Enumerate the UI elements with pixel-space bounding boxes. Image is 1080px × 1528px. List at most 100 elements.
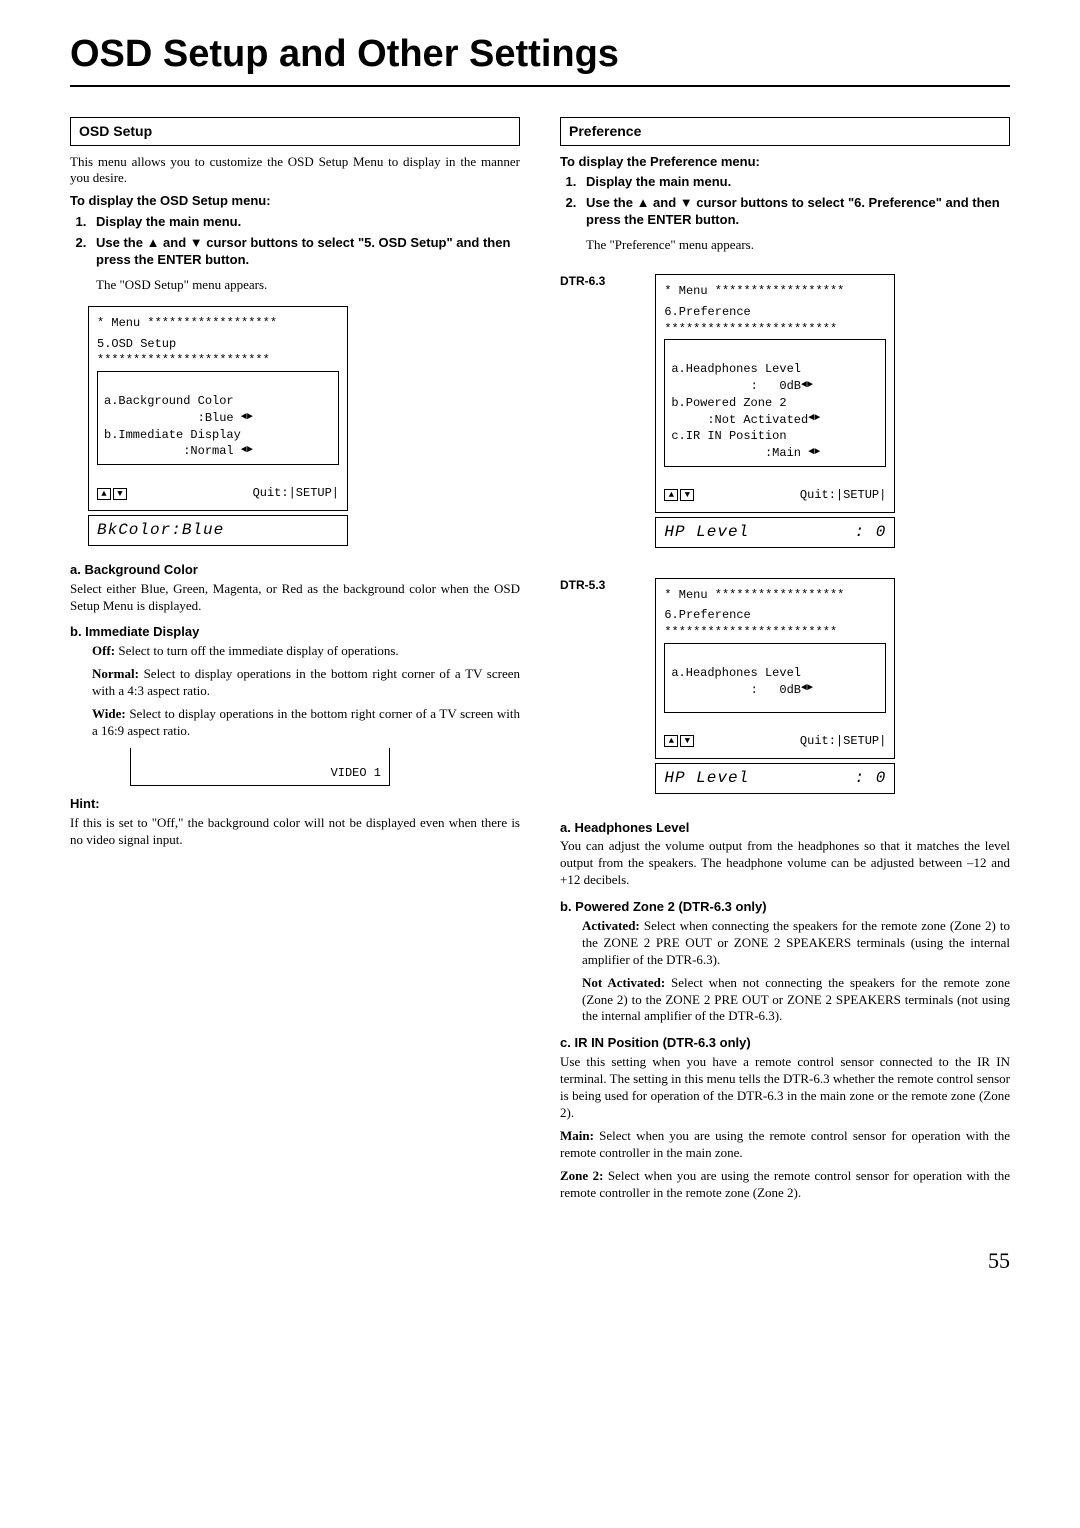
step-2: Use the ▲ and ▼ cursor buttons to select… <box>90 235 520 269</box>
subheading-display-osd: To display the OSD Setup menu: <box>70 193 520 210</box>
video-label: VIDEO 1 <box>130 762 390 787</box>
segment-display-hp63: HP Level : 0 <box>655 517 895 548</box>
left-right-icon: ◄► <box>241 411 253 425</box>
opt-notactivated-label: Not Activated: <box>582 975 665 990</box>
section-header-preference: Preference <box>560 117 1010 145</box>
steps-list-pref: Display the main menu. Use the ▲ and ▼ c… <box>560 174 1010 229</box>
opt-normal-label: Normal: <box>92 666 139 681</box>
dtr-63-label: DTR-6.3 <box>560 274 605 290</box>
osd-screen-6-dtr63: * Menu ****************** 6.Preference *… <box>655 274 895 513</box>
osd-screen-5: * Menu ****************** 5.OSD Setup **… <box>88 306 348 511</box>
opt-activated-label: Activated: <box>582 918 640 933</box>
osd-menu-title: 5.OSD Setup <box>97 337 176 351</box>
steps-list: Display the main menu. Use the ▲ and ▼ c… <box>70 214 520 269</box>
opt-activated: Activated: Select when connecting the sp… <box>582 918 1010 969</box>
page-number: 55 <box>70 1247 1010 1276</box>
heading-b-poweredzone: b. Powered Zone 2 (DTR-6.3 only) <box>560 899 1010 916</box>
dtr-53-label: DTR-5.3 <box>560 578 605 594</box>
heading-a-bgcolor: a. Background Color <box>70 562 520 579</box>
quit-label: Quit:|SETUP| <box>253 485 339 502</box>
osd-line-b: b.Powered Zone 2 <box>671 396 786 410</box>
updown-arrows-icon: ▲▼ <box>97 488 127 500</box>
osd-inner-box: a.Headphones Level : 0dB◄► <box>664 643 886 713</box>
opt-off-label: Off: <box>92 643 115 658</box>
step-1: Display the main menu. <box>90 214 520 231</box>
opt-normal-text: Select to display operations in the bott… <box>92 666 520 698</box>
osd-line-a-val: :Blue <box>198 411 234 425</box>
opt-main-label: Main: <box>560 1128 594 1143</box>
heading-a-hplevel: a. Headphones Level <box>560 820 1010 837</box>
osd-stars: ************************ <box>664 322 837 336</box>
opt-wide-text: Select to display operations in the bott… <box>92 706 520 738</box>
pref-step-2: Use the ▲ and ▼ cursor buttons to select… <box>580 195 1010 229</box>
osd-menu-title: 6.Preference <box>664 305 750 319</box>
osd-line-b-val: :Normal <box>183 444 233 458</box>
subheading-display-pref: To display the Preference menu: <box>560 154 1010 171</box>
after-steps-text: The "OSD Setup" menu appears. <box>96 277 520 294</box>
seg-left: BkColor:Blue <box>97 520 224 541</box>
osd-menu-title: 6.Preference <box>664 608 750 622</box>
updown-arrows-icon: ▲▼ <box>664 489 694 501</box>
opt-zone2-text: Select when you are using the remote con… <box>560 1168 1010 1200</box>
body-c-irin: Use this setting when you have a remote … <box>560 1054 1010 1122</box>
hint-heading: Hint: <box>70 796 520 813</box>
osd-stars: ************************ <box>664 625 837 639</box>
osd-line-a-val: : 0dB <box>751 379 801 393</box>
osd-line-b-val: :Not Activated <box>707 413 808 427</box>
osd-line-a: a.Background Color <box>104 394 234 408</box>
opt-main: Main: Select when you are using the remo… <box>560 1128 1010 1162</box>
left-right-icon: ◄► <box>801 682 813 696</box>
opt-notactivated: Not Activated: Select when not connectin… <box>582 975 1010 1026</box>
two-column-layout: OSD Setup This menu allows you to custom… <box>70 117 1010 1207</box>
opt-main-text: Select when you are using the remote con… <box>560 1128 1010 1160</box>
osd-menu-star: * Menu ****************** <box>97 315 339 332</box>
seg-right: : 0 <box>855 768 887 789</box>
osd-line-c-val: :Main <box>765 446 801 460</box>
left-right-icon: ◄► <box>808 412 820 426</box>
opt-wide: Wide: Select to display operations in th… <box>92 706 520 740</box>
opt-off-text: Select to turn off the immediate display… <box>115 643 399 658</box>
opt-zone2-label: Zone 2: <box>560 1168 603 1183</box>
osd-line-a-val: : 0dB <box>751 683 801 697</box>
left-column: OSD Setup This menu allows you to custom… <box>70 117 520 1207</box>
osd-inner-box: a.Headphones Level : 0dB◄► b.Powered Zon… <box>664 339 886 467</box>
after-steps-pref: The "Preference" menu appears. <box>586 237 1010 254</box>
opt-zone2: Zone 2: Select when you are using the re… <box>560 1168 1010 1202</box>
osd-line-b: b.Immediate Display <box>104 428 241 442</box>
left-right-icon: ◄► <box>808 446 820 460</box>
seg-left: HP Level <box>664 522 749 543</box>
video-preview-box: VIDEO 1 <box>130 748 390 787</box>
right-column: Preference To display the Preference men… <box>560 117 1010 1207</box>
segment-display-hp53: HP Level : 0 <box>655 763 895 794</box>
heading-c-irin: c. IR IN Position (DTR-6.3 only) <box>560 1035 1010 1052</box>
dtr-53-row: DTR-5.3 * Menu ****************** 6.Pref… <box>560 570 1010 810</box>
osd-line-a: a.Headphones Level <box>671 666 801 680</box>
page-title: OSD Setup and Other Settings <box>70 30 1010 87</box>
seg-right: : 0 <box>855 522 887 543</box>
body-a-bgcolor: Select either Blue, Green, Magenta, or R… <box>70 581 520 615</box>
opt-off: Off: Select to turn off the immediate di… <box>92 643 520 660</box>
osd-menu-star: * Menu ****************** <box>664 587 886 604</box>
heading-b-immediate: b. Immediate Display <box>70 624 520 641</box>
osd-inner-box: a.Background Color :Blue ◄► b.Immediate … <box>97 371 339 465</box>
section-header-osd-setup: OSD Setup <box>70 117 520 145</box>
opt-wide-label: Wide: <box>92 706 126 721</box>
osd-line-a: a.Headphones Level <box>671 362 801 376</box>
opt-normal: Normal: Select to display operations in … <box>92 666 520 700</box>
osd-screen-6-dtr53: * Menu ****************** 6.Preference *… <box>655 578 895 759</box>
quit-label: Quit:|SETUP| <box>800 487 886 504</box>
osd-menu-star: * Menu ****************** <box>664 283 886 300</box>
seg-left: HP Level <box>664 768 749 789</box>
dtr-63-row: DTR-6.3 * Menu ****************** 6.Pref… <box>560 266 1010 564</box>
updown-arrows-icon: ▲▼ <box>664 735 694 747</box>
segment-display-bkcolor: BkColor:Blue <box>88 515 348 546</box>
pref-step-1: Display the main menu. <box>580 174 1010 191</box>
osd-line-c: c.IR IN Position <box>671 429 786 443</box>
body-a-hplevel: You can adjust the volume output from th… <box>560 838 1010 889</box>
intro-text: This menu allows you to customize the OS… <box>70 154 520 188</box>
left-right-icon: ◄► <box>801 379 813 393</box>
osd-stars: ************************ <box>97 353 270 367</box>
opt-activated-text: Select when connecting the speakers for … <box>582 918 1010 967</box>
quit-label: Quit:|SETUP| <box>800 733 886 750</box>
left-right-icon: ◄► <box>241 444 253 458</box>
